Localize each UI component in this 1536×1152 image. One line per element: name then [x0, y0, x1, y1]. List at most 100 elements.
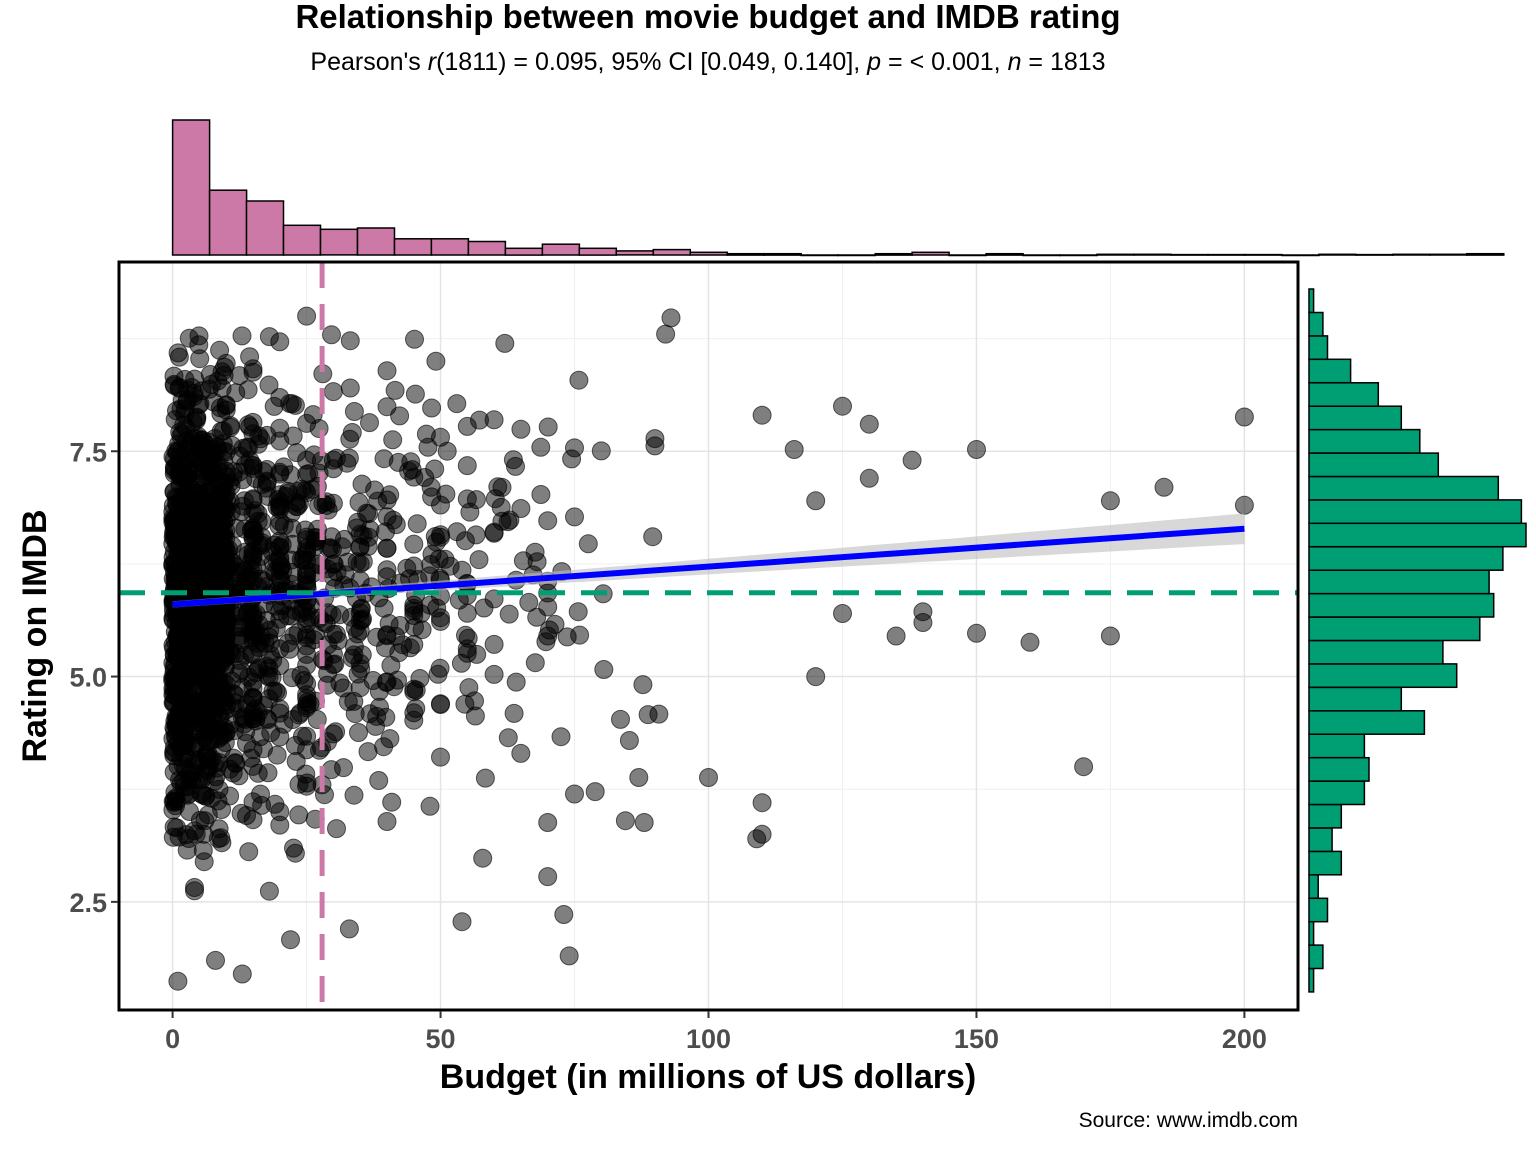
scatter-point — [211, 828, 231, 848]
x-histogram-bar — [615, 250, 655, 256]
scatter-point — [232, 326, 252, 346]
scatter-point — [1020, 632, 1040, 652]
scatter-point — [390, 406, 410, 426]
scatter-point — [643, 527, 663, 547]
subtitle-part: (1811) = 0.095, 95% CI [0.049, 0.140], — [436, 48, 867, 76]
scatter-point — [615, 811, 635, 831]
scatter-point — [280, 394, 300, 413]
scatter-point — [382, 792, 402, 812]
y-histogram-bar — [1308, 522, 1527, 548]
scatter-point — [270, 815, 290, 835]
scatter-point — [168, 488, 187, 508]
scatter-point — [349, 492, 369, 512]
scatter-point — [167, 818, 187, 838]
scatter-point — [176, 432, 196, 452]
x-tick-label: 100 — [686, 1024, 731, 1054]
scatter-point — [352, 474, 372, 494]
scatter-point — [559, 946, 579, 966]
scatter-point — [177, 464, 197, 484]
x-histogram-bar — [1281, 254, 1320, 257]
scatter-point — [484, 664, 504, 684]
scatter-point — [1234, 495, 1254, 515]
scatter-point — [231, 803, 251, 823]
scatter-point — [619, 731, 639, 750]
scatter-point — [633, 675, 653, 695]
y-histogram-bar — [1308, 967, 1315, 993]
scatter-point — [278, 633, 298, 653]
scatter-point — [967, 440, 986, 459]
scatter-point — [264, 396, 284, 416]
scatter-point — [198, 657, 217, 677]
scatter-point — [322, 325, 341, 345]
scatter-point — [404, 601, 424, 621]
scatter-point — [349, 723, 368, 742]
scatter-point — [322, 605, 342, 625]
scatter-point — [238, 415, 258, 435]
scatter-point — [297, 696, 317, 715]
scatter-point — [201, 443, 221, 463]
scatter-point — [286, 751, 306, 771]
scatter-point — [492, 511, 512, 531]
scatter-point — [374, 449, 394, 469]
x-histogram-bar — [356, 227, 396, 256]
scatter-point — [243, 644, 263, 664]
scatter-point — [406, 699, 426, 718]
scatter-point — [519, 592, 539, 612]
x-histogram-bar — [430, 238, 470, 256]
scatter-point — [194, 824, 214, 844]
scatter-point — [447, 394, 467, 414]
scatter-point — [297, 306, 317, 326]
x-tick-label: 150 — [954, 1024, 999, 1054]
x-histogram-bar — [393, 238, 433, 256]
y-axis-title: Rating on IMDB — [16, 509, 54, 762]
x-histogram-bar — [1429, 253, 1468, 256]
scatter-point — [525, 653, 545, 673]
subtitle-part: Pearson's — [310, 48, 427, 76]
scatter-point — [369, 771, 389, 790]
scatter-point — [187, 408, 207, 428]
scatter-point — [473, 848, 493, 868]
scatter-point — [212, 800, 232, 819]
scatter-point — [611, 709, 630, 729]
scatter-point — [488, 477, 508, 497]
mean-lines — [119, 262, 1298, 1010]
scatter-point — [167, 401, 186, 421]
x-histogram-bar — [319, 228, 359, 256]
scatter-point — [360, 413, 379, 433]
x-histogram-bar — [985, 252, 1024, 256]
x-histogram-bar — [911, 251, 950, 256]
scatter-point — [334, 529, 354, 549]
scatter-point — [430, 658, 450, 678]
scatter-point — [431, 694, 450, 714]
scatter-point — [400, 638, 420, 658]
scatter-point — [232, 964, 252, 984]
scatter-point — [274, 516, 294, 536]
scatter-point — [404, 534, 424, 554]
x-histogram-bar — [1392, 253, 1431, 256]
panel-border — [117, 260, 1300, 1012]
chart-subtitle: Pearson's r(1811) = 0.095, 95% CI [0.049… — [310, 48, 1105, 76]
scatter-point — [511, 419, 531, 439]
scatter-point — [368, 491, 388, 511]
scatter-point — [243, 359, 263, 379]
scatter-point — [452, 912, 472, 932]
scatter-point — [426, 351, 446, 371]
scatter-point — [431, 495, 450, 515]
y-histogram-bar — [1308, 733, 1366, 759]
y-histogram-bar — [1308, 475, 1500, 501]
y-axis-ticks: 2.5 5.0 7.5 — [69, 437, 118, 918]
scatter-point — [251, 784, 270, 804]
scatter-point — [226, 518, 246, 538]
x-histogram-bar — [282, 224, 322, 256]
x-histogram-bar — [689, 251, 729, 256]
scatter-point — [208, 512, 227, 532]
x-histogram-bar — [208, 189, 248, 256]
scatter-point — [467, 644, 487, 664]
y-histogram-bar — [1308, 569, 1490, 595]
y-histogram-bar — [1308, 827, 1333, 853]
scatter-point — [495, 333, 515, 353]
y-histogram-bar — [1308, 850, 1343, 876]
scatter-point — [645, 436, 665, 456]
scatter-point — [661, 308, 681, 328]
y-histogram-bar — [1308, 920, 1315, 946]
